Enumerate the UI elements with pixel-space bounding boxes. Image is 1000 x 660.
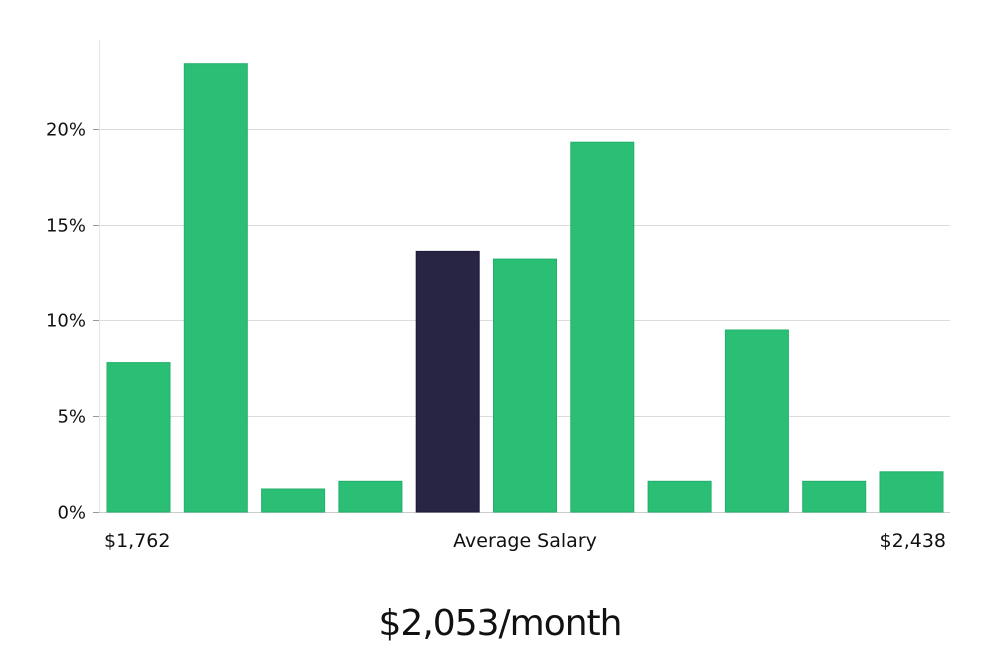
y-tick-label-4: 20% [46, 120, 86, 141]
y-tick-label-2: 10% [46, 311, 86, 332]
bar-10 [879, 471, 944, 513]
bar-5 [493, 258, 557, 513]
histogram-chart: 0% 5% 10% 15% 20% $1,762 Average Salary $2,4… [46, 40, 950, 552]
bar-1 [183, 63, 248, 513]
average-salary-summary: $2,053/month [378, 603, 623, 644]
bar-7 [647, 480, 712, 513]
bars [106, 63, 944, 513]
bar-6 [570, 141, 635, 513]
bar-3 [338, 480, 403, 513]
bar-8 [724, 329, 789, 513]
y-tick-label-1: 5% [57, 407, 86, 428]
y-tick-label-3: 15% [46, 216, 86, 237]
y-tick-label-0: 0% [57, 503, 86, 524]
bar-2 [261, 488, 326, 513]
x-range-min-label: $1,762 [104, 530, 170, 552]
bar-0 [106, 362, 171, 513]
x-axis-title: Average Salary [453, 530, 597, 552]
x-range-max-label: $2,438 [880, 530, 946, 552]
bar-highlight [415, 250, 480, 513]
bar-9 [802, 480, 867, 513]
y-axis-ticks: 0% 5% 10% 15% 20% [46, 120, 99, 524]
